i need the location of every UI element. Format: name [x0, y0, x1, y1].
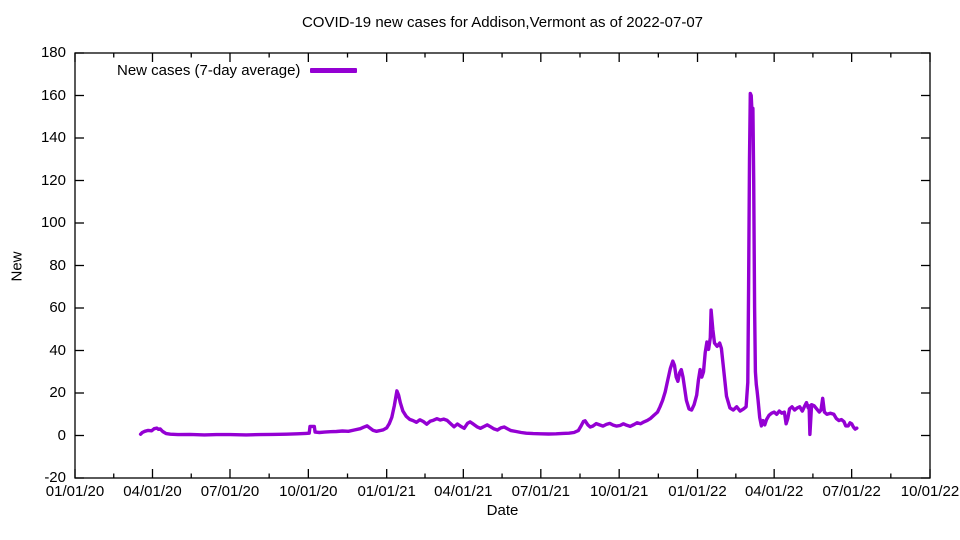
legend-label: New cases (7-day average): [117, 62, 301, 79]
y-tick-label: 80: [49, 256, 66, 274]
x-tick-label: 04/01/22: [744, 483, 804, 500]
x-tick-label: 01/01/21: [357, 483, 416, 500]
series-line: [138, 91, 859, 437]
x-tick-label: 07/01/20: [200, 483, 260, 500]
y-tick-label: -20: [44, 469, 66, 486]
y-tick-label: 140: [40, 129, 66, 146]
x-tick-label: 10/01/20: [279, 483, 338, 500]
chart-title: COVID-19 new cases for Addison,Vermont a…: [301, 14, 704, 31]
x-tick-label: 01/01/20: [45, 483, 105, 500]
y-tick-label: 0: [57, 426, 66, 444]
y-tick-label: 40: [49, 341, 66, 359]
x-tick-label: 07/01/21: [511, 483, 570, 500]
x-tick-label: 04/01/20: [123, 483, 182, 500]
x-tick-label: 10/01/22: [900, 483, 960, 500]
x-tick-label: 10/01/21: [589, 483, 649, 500]
x-axis-label: Date: [486, 502, 519, 519]
y-tick-label: 60: [49, 299, 66, 316]
x-tick-label: 04/01/21: [434, 483, 493, 500]
y-tick-label: 160: [40, 86, 66, 104]
y-tick-label: 120: [40, 171, 66, 189]
y-tick-label: 20: [49, 384, 66, 401]
legend-line-sample: [310, 68, 358, 73]
legend: New cases (7-day average): [117, 62, 358, 79]
plot-border: [74, 52, 931, 479]
y-tick-label: 180: [40, 44, 66, 61]
y-tick-label: 100: [40, 214, 66, 231]
x-tick-label: 07/01/22: [822, 483, 881, 500]
x-tick-label: 01/01/22: [668, 483, 727, 500]
